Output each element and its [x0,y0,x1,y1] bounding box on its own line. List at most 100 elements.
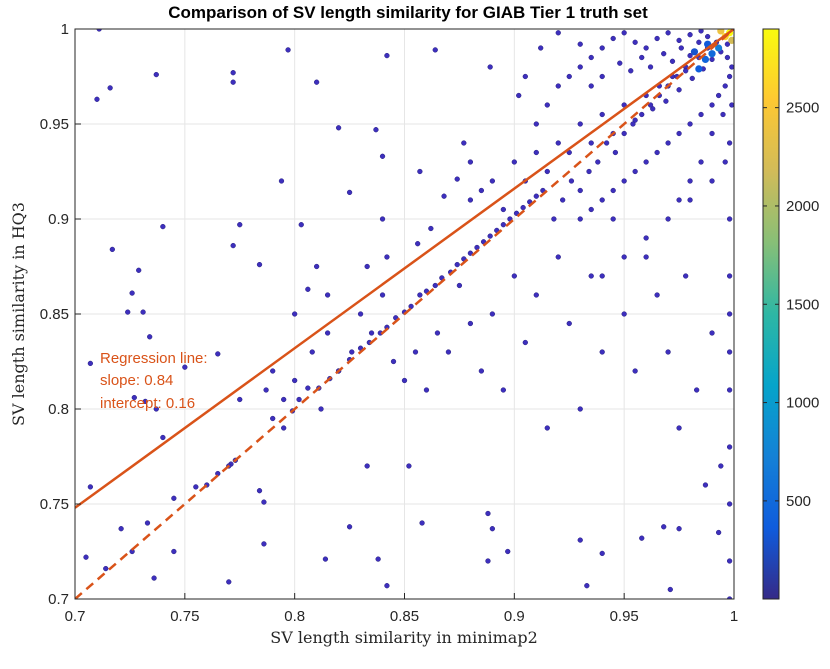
scatter-point [647,64,654,70]
scatter-point [555,30,561,36]
scatter-point [487,233,493,239]
scatter-point [729,102,734,108]
x-tick-label: 0.75 [170,608,199,625]
scatter-point [698,111,704,118]
colorbar-tick-label: 2000 [786,198,819,215]
scatter-point [346,524,353,530]
scatter-point [296,396,302,403]
scatter-point [379,216,386,222]
scatter-point [724,54,731,61]
x-tick-label: 0.85 [390,608,419,625]
scatter-point [555,254,561,260]
scatter-point [278,178,285,184]
scatter-point [309,349,315,355]
scatter-point [544,425,550,431]
scatter-point [263,387,269,393]
scatter-point [456,282,463,289]
scatter-point [432,282,438,289]
scatter-point [676,197,682,203]
scatter-point [384,583,390,589]
scatter-point [724,41,731,47]
scatter-point [555,140,561,146]
scatter-point [357,311,364,317]
chart-title: Comparison of SV length similarity for G… [168,3,648,22]
scatter-point [256,488,263,494]
scatter-point [434,330,441,336]
scatter-point [285,47,291,53]
scatter-point [415,241,421,247]
scatter-point [237,396,243,403]
scatter-point [595,159,601,165]
scatter-point [643,254,649,260]
scatter-point [726,273,733,279]
scatter-point [621,311,627,317]
scatter-point [603,140,610,146]
x-tick-label: 0.95 [610,608,639,625]
scatter-point [665,349,671,355]
regression-line [75,29,734,509]
scatter-point [683,273,689,279]
scatter-point [654,149,660,156]
scatter-point [610,35,616,42]
scatter-point [599,273,605,279]
density-point [690,48,699,56]
scatter-point [577,41,583,47]
scatter-point [621,254,627,260]
scatter-point [144,520,151,526]
scatter-point [171,495,177,501]
scatter-point [226,579,232,585]
scatter-point [485,558,491,564]
scatter-point [136,267,142,273]
scatter-point [621,130,627,137]
scatter-point [694,387,700,393]
scatter-point [171,548,177,555]
scatter-point [230,79,236,85]
scatter-point [544,168,550,175]
scatter-point [151,575,157,581]
scatter-point [689,75,695,82]
y-tick-label: 1 [61,21,69,38]
scatter-point [270,415,276,422]
scatter-point [643,45,649,51]
scatter-point [467,197,474,203]
scatter-point [324,292,331,298]
scatter-point [665,30,671,36]
scatter-point [676,37,682,44]
x-tick-label: 0.9 [504,608,525,625]
scatter-point [720,111,726,118]
scatter-point [147,334,153,340]
y-tick-label: 0.8 [48,401,69,418]
scatter-point [612,149,619,156]
scatter-point [454,176,460,182]
scatter-point [663,98,669,104]
scatter-point [215,351,221,357]
colorbar-tick-label: 1000 [786,395,819,412]
scatter-point [511,273,517,279]
y-tick-label: 0.9 [48,211,69,228]
scatter-point [654,292,660,298]
scatter-point [94,96,100,102]
scatter-point [324,330,331,336]
scatter-point [417,168,423,175]
scatter-point [313,79,320,85]
scatter-point [687,52,693,59]
scatter-point [441,193,447,199]
scatter-point [375,556,381,562]
scatter-point [599,550,605,557]
scatter-point [230,70,236,76]
scatter-point [428,225,434,232]
scatter-point [577,64,583,70]
scatter-point [412,349,419,355]
scatter-point [83,554,89,560]
scatter-point [256,261,263,268]
scatter-point [230,242,236,249]
scatter-point [142,398,148,405]
scatter-point [632,168,638,175]
scatter-point [384,254,390,260]
scatter-point [683,68,689,74]
scatter-point [584,583,590,589]
scatter-point [610,187,616,194]
scatter-point [599,349,605,355]
scatter-point [153,406,159,412]
